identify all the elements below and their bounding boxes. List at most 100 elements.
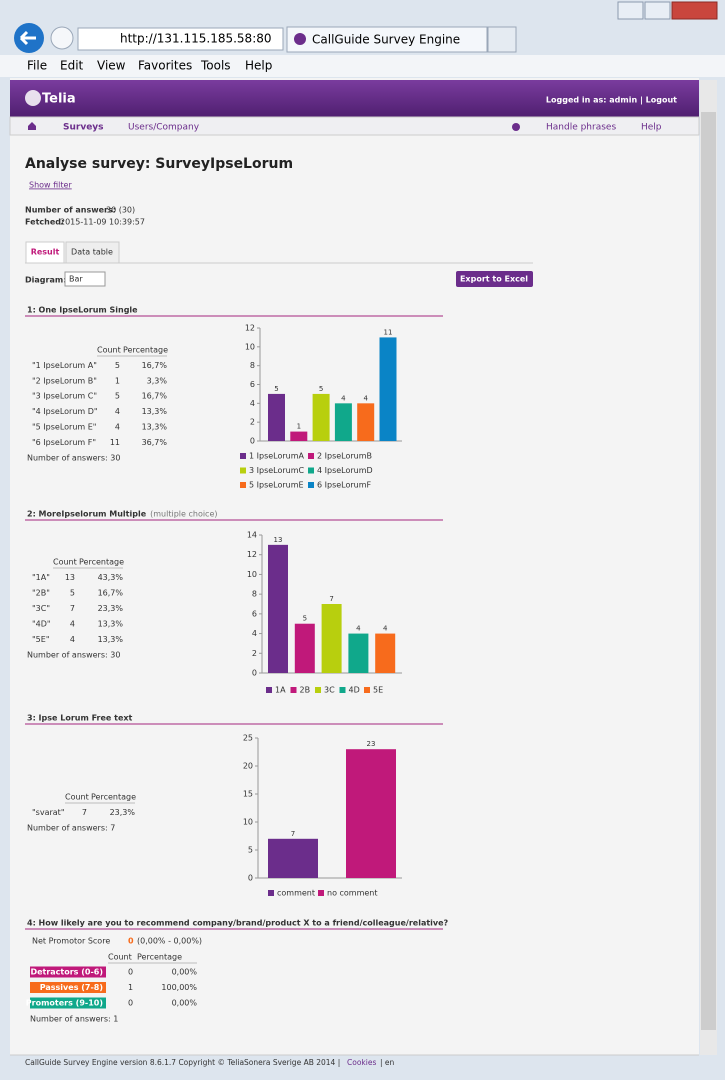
label: Fetched: <box>25 218 64 227</box>
bar <box>357 403 375 441</box>
row-count: 5 <box>115 361 120 370</box>
page-title: Analyse survey: SurveyIpseLorum <box>25 156 293 172</box>
value-label: 4 <box>356 625 361 633</box>
legend-swatch <box>339 687 346 693</box>
value-label: 4 <box>383 625 388 633</box>
value-label: 13 <box>274 536 283 544</box>
row-count: 1 <box>128 983 133 992</box>
login[interactable]: Logged in as: admin | Logout <box>546 96 677 105</box>
show-filter[interactable]: Show filter <box>29 181 72 190</box>
export-button[interactable] <box>456 271 533 287</box>
bar <box>294 623 315 673</box>
question-title: 1: One IpseLorum Single <box>27 306 138 315</box>
row-percentage: 0,00% <box>172 999 198 1008</box>
close[interactable] <box>671 1 718 20</box>
content <box>10 78 699 1055</box>
row-count: 0 <box>128 999 133 1008</box>
menu-item[interactable]: Edit <box>60 59 84 73</box>
row-percentage: 13,3% <box>142 407 168 416</box>
nav-link[interactable]: Surveys <box>63 123 104 133</box>
maximize[interactable] <box>644 1 671 20</box>
answers: Number of answers: 30 <box>27 453 120 462</box>
row-label: "2B" <box>32 589 50 598</box>
row-label: "4D" <box>32 620 51 629</box>
bar <box>268 544 288 673</box>
column-header: Percentage <box>137 953 182 962</box>
menu-item[interactable]: Tools <box>200 59 231 73</box>
row-count: 4 <box>115 423 120 432</box>
y-tick-label: 12 <box>247 550 257 559</box>
value-label: 11 <box>384 328 393 336</box>
diagram-select[interactable] <box>64 271 106 287</box>
legend-label: 6 IpseLorumF <box>317 481 372 490</box>
y-tick-label: 2 <box>252 649 257 658</box>
cookies-link[interactable]: Cookies <box>347 1058 376 1067</box>
row-percentage: 23,3% <box>110 808 136 817</box>
bar <box>290 431 308 441</box>
y-tick-label: 8 <box>252 590 257 599</box>
legend-label: 4 IpseLorumD <box>317 466 373 475</box>
address-bar[interactable] <box>77 27 284 51</box>
nav-link[interactable]: Help <box>641 123 662 133</box>
y-tick-label: 15 <box>243 790 253 799</box>
row-label: "5 IpseLorum E" <box>32 423 96 432</box>
language[interactable]: | en <box>380 1058 395 1067</box>
y-tick-label: 4 <box>252 629 257 638</box>
legend-label: 3 IpseLorumC <box>249 466 305 475</box>
legend-swatch <box>308 482 314 488</box>
y-tick-label: 0 <box>250 437 255 446</box>
row-label: "3C" <box>32 604 50 613</box>
column-header: Percentage <box>123 346 168 355</box>
nav-bar <box>9 116 700 136</box>
tab-title: CallGuide Survey Engine <box>312 33 460 47</box>
y-tick-label: 8 <box>250 361 255 370</box>
row-label: "6 IpseLorum F" <box>32 438 96 447</box>
legend-label: 1A <box>275 686 286 695</box>
menu-item[interactable]: Help <box>245 59 272 73</box>
question-title: 3: Ipse Lorum Free text <box>27 714 133 723</box>
value-label: 7 <box>291 830 295 838</box>
new-tab[interactable] <box>487 26 517 53</box>
row-count: 11 <box>110 438 120 447</box>
y-tick-label: 10 <box>243 818 253 827</box>
value-label: 5 <box>319 385 323 393</box>
y-tick-label: 20 <box>243 762 253 771</box>
tab-label: Data table <box>71 248 113 257</box>
menu-item[interactable]: Favorites <box>138 59 192 73</box>
nps-range: (0,00% - 0,00%) <box>137 937 202 946</box>
menu-item[interactable]: File <box>27 59 47 73</box>
row-label: Detractors (0-6) <box>30 968 103 977</box>
scroll-thumb[interactable] <box>701 112 716 1030</box>
home-icon[interactable] <box>28 122 36 130</box>
row-percentage: 43,3% <box>98 573 124 582</box>
row-label: Promoters (9-10) <box>26 999 103 1008</box>
value-label: 7 <box>329 595 333 603</box>
row-percentage: 3,3% <box>147 376 168 385</box>
bar <box>348 633 369 673</box>
minimize[interactable] <box>617 1 644 20</box>
legend-label: 3C <box>324 686 335 695</box>
category-badge <box>30 966 106 978</box>
row-percentage: 16,7% <box>98 589 124 598</box>
select-value: Bar <box>69 275 83 284</box>
row-count: 0 <box>128 968 133 977</box>
legend-swatch <box>290 687 297 693</box>
menu-item[interactable]: View <box>97 59 126 73</box>
column-header: Percentage <box>91 793 136 802</box>
row-percentage: 36,7% <box>142 438 168 447</box>
y-tick-label: 6 <box>250 380 255 389</box>
row-percentage: 23,3% <box>98 604 124 613</box>
nav-link[interactable]: Users/Company <box>128 123 200 133</box>
nav-link[interactable]: Handle phrases <box>546 123 616 133</box>
label: Number of answers: <box>25 206 116 215</box>
tab[interactable] <box>286 26 488 53</box>
forward-button[interactable] <box>50 26 74 50</box>
legend-swatch <box>240 482 246 488</box>
nps-score: 0 <box>128 937 134 946</box>
question-subtitle: (multiple choice) <box>150 510 217 519</box>
row-percentage: 13,3% <box>98 620 124 629</box>
legend-label: 1 IpseLorumA <box>249 452 305 461</box>
bar <box>268 838 318 878</box>
legend-label: 5 IpseLorumE <box>249 481 304 490</box>
row-label: "5E" <box>32 635 50 644</box>
